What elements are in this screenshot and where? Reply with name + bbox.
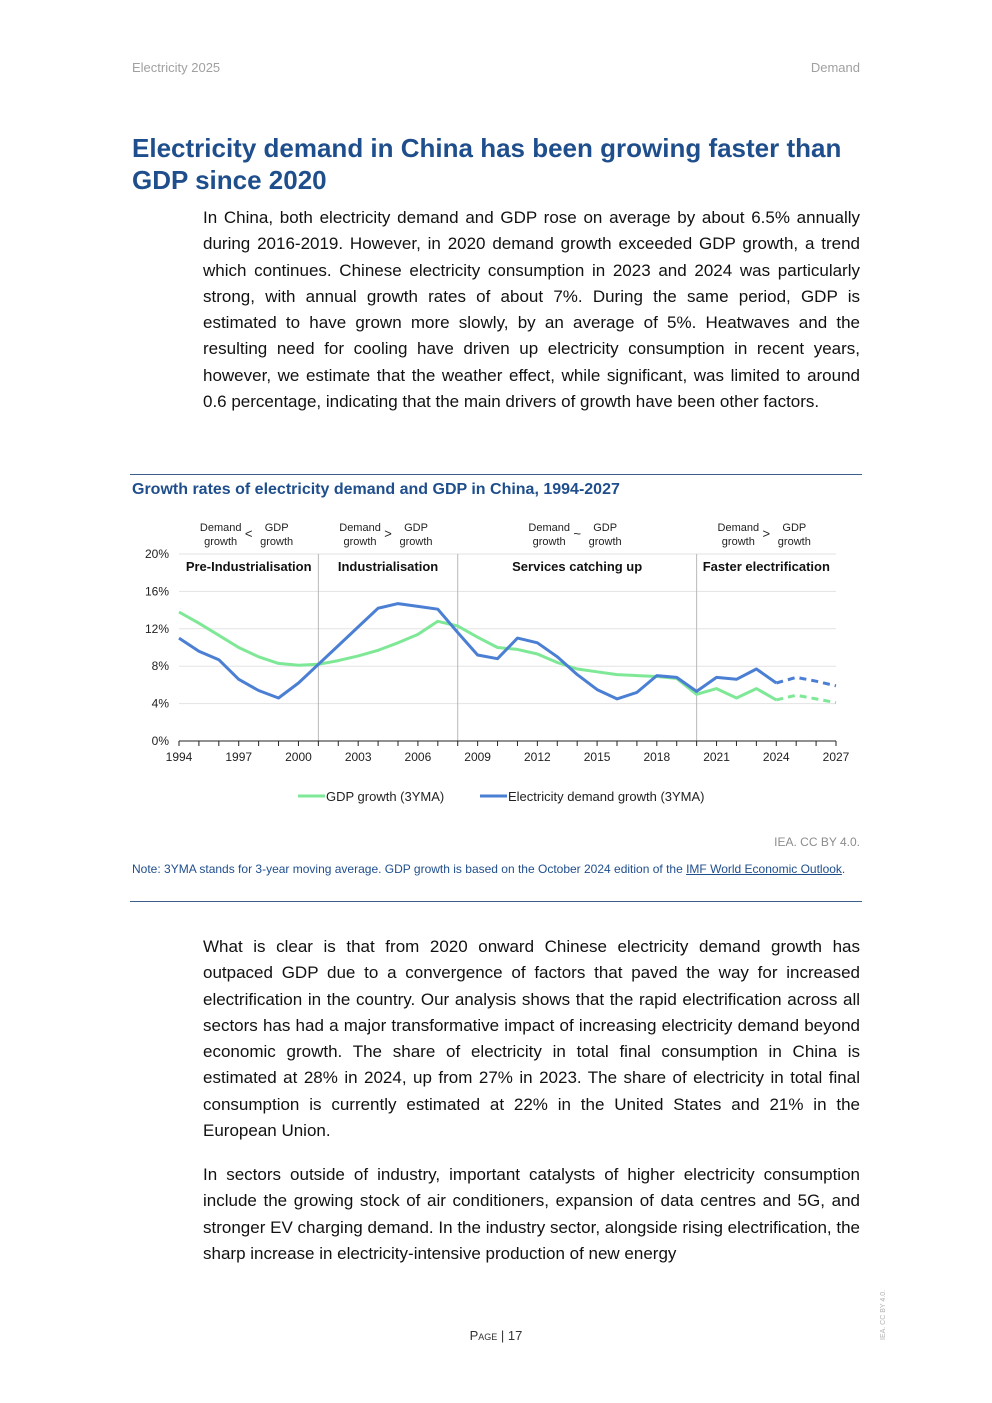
phase-demand-label: Demand (339, 522, 381, 534)
phase-label: Pre-Industrialisation (186, 559, 312, 574)
phase-comparison-operator: ~ (573, 526, 581, 541)
y-tick-label: 8% (152, 659, 170, 673)
phase-demand-label: Demand (718, 522, 760, 534)
phase-demand-label-2: growth (533, 536, 566, 548)
chart-axes: 0% 4% 8% 12% 16% 20% 1994 1997 2000 2003 2006 2009 2… (145, 547, 850, 764)
chart-credit: IEA. CC BY 4.0. (774, 835, 860, 849)
x-tick-label: 2021 (703, 750, 730, 764)
phase-dividers (317, 554, 698, 741)
phase-gdp-label: GDP (265, 522, 289, 534)
x-tick-label: 1997 (225, 750, 252, 764)
phase-demand-label: Demand (528, 522, 570, 534)
chart-note: Note: 3YMA stands for 3-year moving aver… (132, 861, 860, 877)
y-tick-label: 4% (152, 697, 170, 711)
chart-series (178, 602, 837, 705)
phase-demand-label-2: growth (722, 536, 755, 548)
footer-page-number: 17 (507, 1328, 523, 1343)
phase-gdp-label: GDP (782, 522, 806, 534)
x-tick-label: 2018 (643, 750, 670, 764)
x-tick-label: 2015 (584, 750, 611, 764)
phase-gdp-label: GDP (404, 522, 428, 534)
footer-separator: | (497, 1328, 508, 1343)
x-tick-label: 1994 (166, 750, 193, 764)
phase-annotations: Pre-Industrialisation Demand growth GDP grow… (186, 522, 830, 574)
x-tick-label: 2027 (823, 750, 850, 764)
page-footer: Page | 17 (0, 1328, 992, 1343)
phase-gdp-label-2: growth (778, 536, 811, 548)
x-tick-label: 2003 (345, 750, 372, 764)
series-forecast-demand (775, 675, 837, 688)
page-title: Electricity demand in China has been gro… (132, 133, 842, 195)
phase-gdp-label-2: growth (589, 536, 622, 548)
line-chart: Pre-Industrialisation Demand growth GDP grow… (145, 522, 850, 804)
phase-demand-label-2: growth (204, 536, 237, 548)
body-paragraph-1: In China, both electricity demand and GD… (203, 208, 860, 412)
y-tick-label: 12% (145, 622, 169, 636)
x-tick-label: 2006 (405, 750, 432, 764)
chart-gridlines (179, 553, 836, 705)
phase-comparison-operator: < (245, 526, 253, 541)
chart-legend: GDP growth (3YMA) Electricity demand grow… (298, 789, 705, 804)
phase-label: Faster electrification (703, 559, 830, 574)
phase-gdp-label: GDP (593, 522, 617, 534)
phase-comparison-operator: > (763, 526, 771, 541)
header-section-name: Demand (810, 60, 860, 75)
side-license: IEA. CC BY 4.0. (880, 1270, 900, 1340)
header-report-title: Electricity 2025 (132, 60, 221, 75)
x-tick-label: 2009 (464, 750, 491, 764)
series-forecast-gdp (775, 693, 837, 705)
phase-demand-label: Demand (200, 522, 242, 534)
chart-title: Growth rates of electricity demand and G… (132, 481, 620, 498)
side-license-text: IEA. CC BY 4.0. (880, 1289, 887, 1340)
imf-weo-link[interactable]: IMF World Economic Outlook (686, 862, 842, 876)
phase-label: Industrialisation (338, 559, 438, 574)
phase-comparison-operator: > (384, 526, 392, 541)
x-tick-label: 2012 (524, 750, 551, 764)
chart-bottom-rule (130, 901, 862, 902)
phase-gdp-label-2: growth (400, 536, 433, 548)
note-text: Note: 3YMA stands for 3-year moving aver… (132, 862, 687, 876)
note-suffix: . (841, 862, 846, 876)
legend-label: Electricity demand growth (3YMA) (508, 789, 705, 804)
phase-gdp-label-2: growth (260, 536, 293, 548)
series-line-demand (178, 602, 778, 701)
x-tick-label: 2024 (763, 750, 790, 764)
body-paragraph-3: In sectors outside of industry, importan… (203, 1165, 860, 1263)
y-tick-label: 0% (152, 734, 170, 748)
chart-top-rule (130, 474, 862, 475)
y-tick-label: 20% (145, 547, 169, 561)
phase-label: Services catching up (512, 559, 642, 574)
phase-demand-label-2: growth (344, 536, 377, 548)
footer-page-word: Page (469, 1328, 498, 1343)
legend-label: GDP growth (3YMA) (326, 789, 444, 804)
body-paragraph-2: What is clear is that from 2020 onward C… (203, 937, 860, 1141)
x-tick-label: 2000 (285, 750, 312, 764)
y-tick-label: 16% (145, 584, 169, 598)
